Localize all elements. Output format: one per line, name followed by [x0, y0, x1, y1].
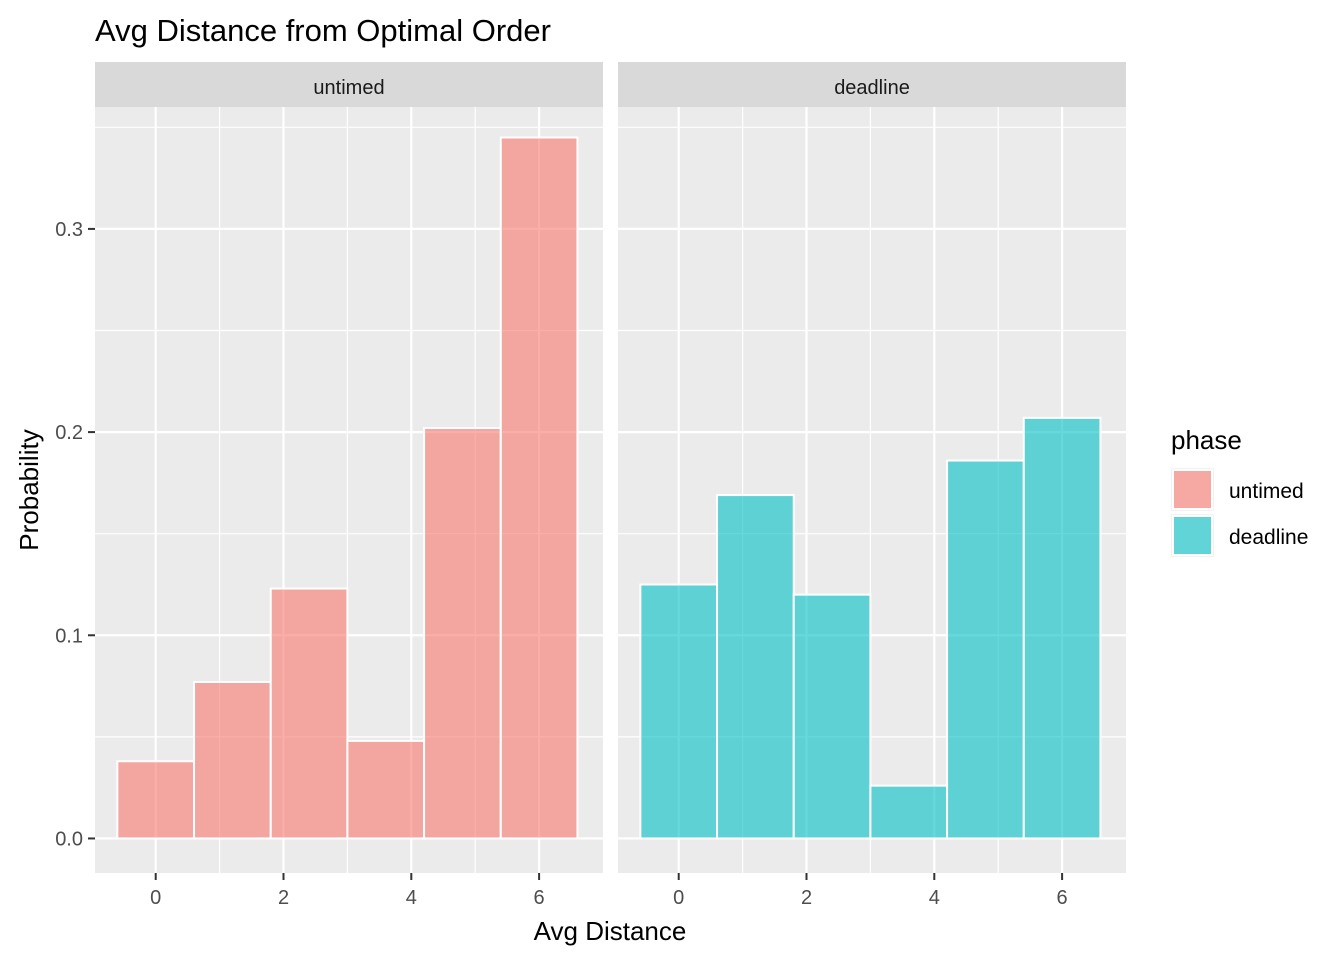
y-tick-label: 0.0	[55, 828, 83, 850]
histogram-bar	[423, 427, 502, 840]
histogram-bar	[269, 587, 349, 840]
y-tick-label: 0.1	[55, 625, 83, 647]
x-tick-label: 0	[673, 887, 684, 909]
x-tick-label: 2	[278, 887, 289, 909]
histogram-bar	[1022, 416, 1102, 840]
strip-label: deadline	[834, 77, 910, 99]
legend-entry-untimed: untimed	[1171, 468, 1304, 511]
histogram-bar	[346, 739, 426, 840]
strip-background	[95, 62, 603, 107]
x-tick-label: 0	[150, 887, 161, 909]
histogram-bar	[716, 494, 795, 840]
x-tick-label: 6	[1057, 887, 1068, 909]
strip-label: untimed	[313, 77, 384, 99]
y-tick-label: 0.3	[55, 219, 83, 241]
x-tick-label: 4	[929, 887, 940, 909]
y-tick-label: 0.2	[55, 422, 83, 444]
strip-background	[618, 62, 1126, 107]
legend-title: phase	[1171, 425, 1242, 455]
legend-label: deadline	[1229, 526, 1308, 549]
histogram-bar	[946, 459, 1025, 840]
legend-swatch	[1172, 515, 1213, 556]
x-tick-label: 4	[406, 887, 417, 909]
x-axis-title: Avg Distance	[534, 916, 687, 946]
histogram-bar	[639, 583, 719, 840]
histogram-bar	[193, 681, 272, 840]
x-tick-label: 2	[801, 887, 812, 909]
chart-title: Avg Distance from Optimal Order	[95, 13, 551, 48]
histogram-bar	[116, 760, 196, 840]
x-tick-label: 6	[534, 887, 545, 909]
panel-deadline: deadline 0 2 4 6	[618, 62, 1126, 909]
histogram-bar	[499, 136, 579, 840]
legend-entry-deadline: deadline	[1171, 514, 1308, 557]
legend-swatch	[1172, 469, 1213, 510]
legend: phase untimed deadline	[1171, 425, 1308, 557]
panel-untimed: untimed 0 2 4 6	[95, 62, 603, 909]
histogram-bar	[792, 593, 872, 840]
legend-label: untimed	[1229, 480, 1304, 503]
legend-entries: untimed deadline	[1171, 468, 1308, 557]
histogram-bar	[869, 784, 949, 840]
y-axis-title: Probability	[14, 429, 44, 550]
panels-layer: untimed 0 2 4 6 deadline 0 2 4 6 0.0 0.1 0.2 0.3	[55, 62, 1126, 909]
